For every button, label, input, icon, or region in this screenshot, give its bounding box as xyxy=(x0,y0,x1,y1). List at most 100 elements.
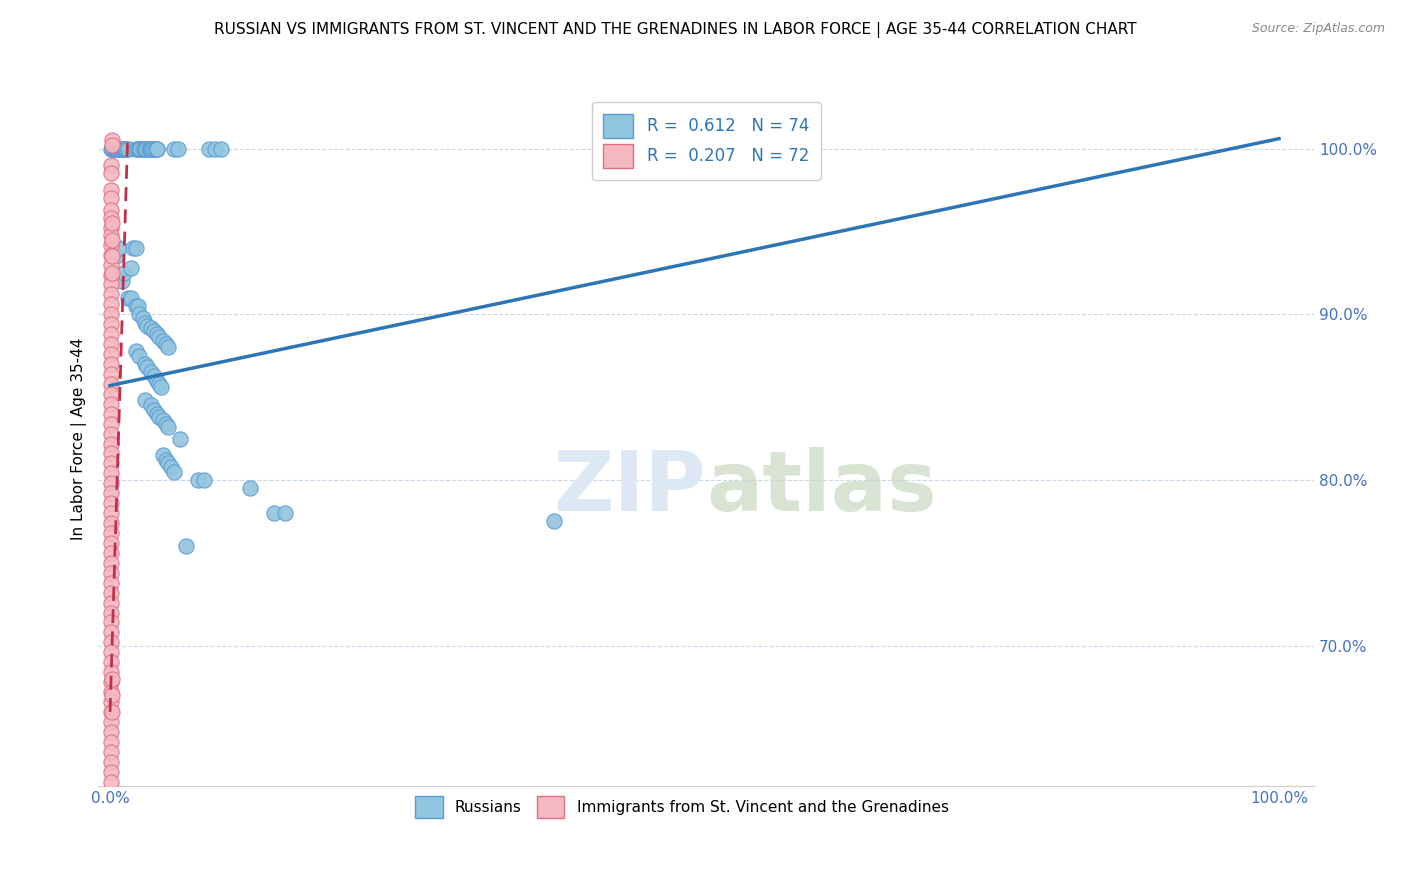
Point xyxy=(100,645,122,659)
Point xyxy=(100,297,122,311)
Point xyxy=(132,310,155,325)
Point xyxy=(152,413,174,427)
Point xyxy=(112,142,135,156)
Point xyxy=(100,615,122,630)
Point xyxy=(100,585,122,599)
Point xyxy=(108,142,131,156)
Point xyxy=(101,689,124,703)
Point xyxy=(100,516,122,530)
Point xyxy=(138,142,160,156)
Point xyxy=(198,142,221,156)
Point xyxy=(135,142,157,156)
Point xyxy=(127,142,149,156)
Point xyxy=(125,142,148,156)
Point xyxy=(187,473,209,487)
Point xyxy=(100,337,122,351)
Point xyxy=(132,142,155,156)
Point xyxy=(163,142,186,156)
Point xyxy=(100,655,122,669)
Point xyxy=(100,764,122,779)
Point xyxy=(117,291,139,305)
Point xyxy=(100,596,122,610)
Point xyxy=(100,307,122,321)
Point xyxy=(100,183,122,197)
Point xyxy=(148,409,170,424)
Point xyxy=(193,473,215,487)
Point xyxy=(100,625,122,640)
Point xyxy=(134,316,156,330)
Point xyxy=(166,142,188,156)
Point xyxy=(100,436,122,450)
Point xyxy=(100,724,122,739)
Point xyxy=(104,142,127,156)
Point xyxy=(100,347,122,361)
Point xyxy=(155,417,177,431)
Point xyxy=(105,142,128,156)
Point xyxy=(148,376,170,391)
Point xyxy=(128,142,150,156)
Point xyxy=(100,327,122,342)
Point xyxy=(100,247,122,261)
Point xyxy=(105,142,128,156)
Point xyxy=(100,237,122,252)
Point xyxy=(155,337,177,351)
Point xyxy=(139,320,162,334)
Point xyxy=(100,675,122,690)
Point xyxy=(100,685,122,699)
Point xyxy=(141,142,163,156)
Point xyxy=(100,665,122,680)
Point xyxy=(101,672,124,686)
Point xyxy=(100,268,122,282)
Point xyxy=(100,258,122,272)
Point xyxy=(136,360,159,375)
Point xyxy=(100,575,122,590)
Point xyxy=(104,142,127,156)
Point xyxy=(101,133,124,147)
Point xyxy=(128,307,150,321)
Point xyxy=(100,227,122,242)
Point xyxy=(107,142,129,156)
Point xyxy=(115,142,138,156)
Y-axis label: In Labor Force | Age 35-44: In Labor Force | Age 35-44 xyxy=(72,337,87,540)
Point xyxy=(100,166,122,180)
Point xyxy=(125,241,148,255)
Point xyxy=(100,695,122,709)
Text: atlas: atlas xyxy=(706,447,936,528)
Point xyxy=(100,158,122,172)
Point xyxy=(117,142,139,156)
Point xyxy=(100,317,122,331)
Point xyxy=(143,368,166,383)
Point xyxy=(100,526,122,541)
Point xyxy=(100,277,122,292)
Point xyxy=(139,365,162,379)
Point xyxy=(100,417,122,431)
Point xyxy=(100,467,122,481)
Point xyxy=(239,481,262,495)
Point xyxy=(100,606,122,620)
Point xyxy=(148,330,170,344)
Point xyxy=(100,745,122,759)
Point xyxy=(543,515,565,529)
Point xyxy=(100,367,122,381)
Point xyxy=(100,476,122,491)
Point xyxy=(107,142,129,156)
Point xyxy=(146,374,169,388)
Point xyxy=(157,456,180,470)
Point xyxy=(145,142,167,156)
Point xyxy=(100,407,122,421)
Point xyxy=(100,774,122,789)
Point xyxy=(100,357,122,371)
Point xyxy=(117,142,139,156)
Text: RUSSIAN VS IMMIGRANTS FROM ST. VINCENT AND THE GRENADINES IN LABOR FORCE | AGE 3: RUSSIAN VS IMMIGRANTS FROM ST. VINCENT A… xyxy=(214,22,1136,38)
Point xyxy=(112,266,135,280)
Point xyxy=(155,453,177,467)
Point xyxy=(127,299,149,313)
Point xyxy=(101,233,124,247)
Point xyxy=(128,349,150,363)
Point xyxy=(263,506,285,520)
Point xyxy=(146,327,169,342)
Point xyxy=(134,357,156,371)
Point xyxy=(111,142,134,156)
Point xyxy=(110,142,132,156)
Point xyxy=(159,459,181,474)
